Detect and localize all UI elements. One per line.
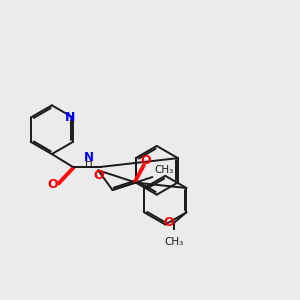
- Text: O: O: [48, 178, 58, 191]
- Text: H: H: [85, 158, 93, 167]
- Text: O: O: [164, 216, 174, 229]
- Text: CH₃: CH₃: [164, 237, 183, 247]
- Text: N: N: [65, 111, 75, 124]
- Text: O: O: [140, 154, 151, 167]
- Text: N: N: [84, 151, 94, 164]
- Text: O: O: [94, 169, 104, 182]
- Text: CH₃: CH₃: [154, 165, 173, 175]
